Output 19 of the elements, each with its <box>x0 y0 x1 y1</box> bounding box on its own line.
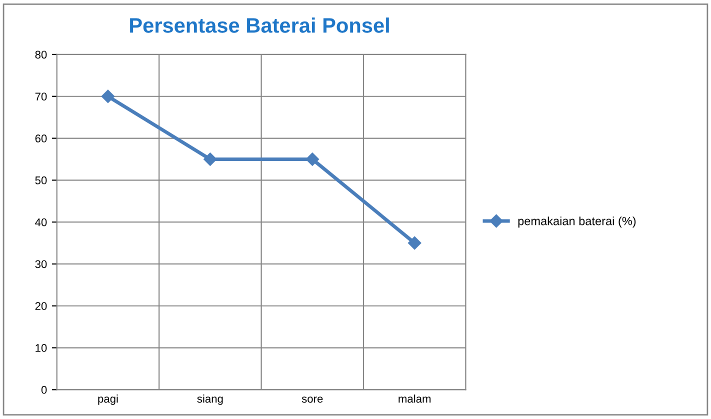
y-tick-label: 70 <box>35 92 47 101</box>
point <box>101 90 115 103</box>
y-tick-label: 30 <box>35 260 47 268</box>
y-tick-label: 0 <box>41 386 47 394</box>
x-tick-label: siang <box>197 394 223 405</box>
y-tick-label: 20 <box>35 302 47 310</box>
legend-label: pemakaian baterai (%) <box>518 216 636 228</box>
chart-title: Persentase Baterai Ponsel <box>130 18 389 33</box>
y-tick-label: 40 <box>35 218 47 226</box>
x-tick-label: sore <box>302 396 323 403</box>
point <box>204 152 217 166</box>
y-tick-label: 80 <box>35 50 47 59</box>
x-tick-label: malam <box>398 394 431 403</box>
point <box>408 236 422 250</box>
x-tick-label: pagi <box>98 394 118 405</box>
y-tick-label: 60 <box>35 134 47 142</box>
y-tick-label: 10 <box>36 344 47 352</box>
y-tick-label: 50 <box>35 176 47 184</box>
point <box>306 152 319 166</box>
